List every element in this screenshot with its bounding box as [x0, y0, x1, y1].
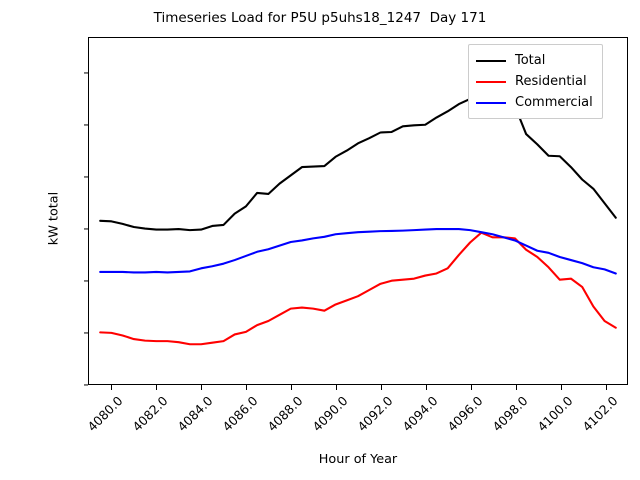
series-line-total	[99, 87, 617, 232]
x-tick-label: 4102.0	[578, 393, 621, 435]
x-tick-mark	[110, 385, 112, 390]
x-tick-label: 4092.0	[353, 393, 396, 435]
x-tick-mark	[605, 385, 607, 390]
series-line-commercial	[99, 228, 617, 275]
series-lines	[99, 87, 617, 346]
x-tick-label: 4086.0	[218, 393, 261, 435]
x-tick-label: 4094.0	[398, 393, 441, 435]
x-tick-label: 4084.0	[173, 393, 216, 435]
x-tick-label: 4098.0	[488, 393, 531, 435]
x-tick-mark	[335, 385, 337, 390]
x-tick-label: 4090.0	[308, 393, 351, 435]
legend-label: Total	[515, 53, 546, 68]
x-axis-label: Hour of Year	[318, 452, 398, 467]
x-tick-mark	[515, 385, 517, 390]
x-tick-label: 4088.0	[263, 393, 306, 435]
x-tick-mark	[470, 385, 472, 390]
chart-legend: Total Residential Commercial	[468, 44, 603, 119]
legend-item-residential[interactable]: Residential	[476, 71, 593, 92]
x-tick-label: 4080.0	[83, 393, 126, 435]
legend-label: Residential	[515, 74, 587, 89]
x-tick-mark	[200, 385, 202, 390]
x-tick-mark	[245, 385, 247, 390]
x-tick-mark	[290, 385, 292, 390]
x-tick-label: 4096.0	[443, 393, 486, 435]
x-tick-label: 4100.0	[533, 393, 576, 435]
y-axis-label: kW total	[46, 191, 62, 246]
series-line-residential	[99, 231, 617, 346]
x-tick-mark	[380, 385, 382, 390]
x-tick-mark	[560, 385, 562, 390]
legend-swatch-residential	[476, 80, 506, 83]
legend-item-total[interactable]: Total	[476, 50, 593, 71]
legend-swatch-total	[476, 59, 506, 62]
x-tick-mark	[425, 385, 427, 390]
x-tick-mark	[155, 385, 157, 390]
legend-item-commercial[interactable]: Commercial	[476, 92, 593, 113]
chart-title: Timeseries Load for P5U p5uhs18_1247 Day…	[153, 10, 487, 26]
legend-label: Commercial	[515, 95, 593, 110]
legend-swatch-commercial	[476, 101, 506, 104]
x-tick-label: 4082.0	[128, 393, 171, 435]
